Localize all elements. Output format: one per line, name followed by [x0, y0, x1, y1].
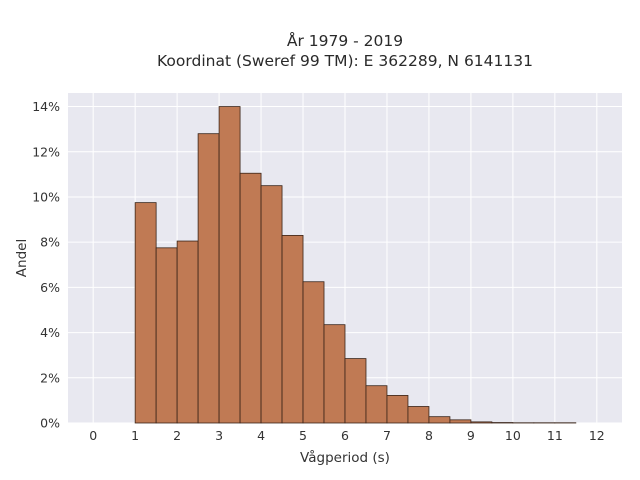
chart-title-line-1: År 1979 - 2019 — [287, 31, 403, 50]
histogram-bar — [260, 185, 283, 424]
x-tick-label: 2 — [173, 428, 181, 443]
y-tick-label: 8% — [40, 235, 60, 250]
histogram-bar — [386, 395, 409, 424]
histogram-bar — [302, 281, 325, 424]
x-tick-label: 1 — [131, 428, 139, 443]
y-tick-label: 14% — [32, 99, 60, 114]
x-tick-labels: 0 1 2 3 4 5 6 7 8 9 10 11 12 — [89, 428, 605, 443]
histogram-bar — [407, 406, 430, 424]
histogram-bar — [470, 421, 493, 424]
x-tick-label: 5 — [299, 428, 307, 443]
y-axis-label: Andel — [14, 239, 30, 277]
x-tick-label: 4 — [257, 428, 265, 443]
y-tick-label: 6% — [40, 280, 60, 295]
y-tick-labels: 0% 2% 4% 6% 8% 10% 12% 14% — [32, 99, 60, 430]
x-axis-label: Vågperiod (s) — [300, 449, 390, 466]
histogram-bar — [323, 324, 346, 424]
x-tick-label: 3 — [215, 428, 223, 443]
x-tick-label: 6 — [341, 428, 349, 443]
histogram-bar — [197, 133, 220, 424]
y-tick-label: 12% — [32, 144, 60, 159]
histogram-bar — [344, 358, 367, 424]
histogram-bar — [239, 172, 262, 424]
bars — [134, 106, 577, 424]
histogram-bar — [176, 240, 199, 424]
histogram-bar — [155, 247, 178, 424]
histogram-bar — [365, 385, 388, 424]
x-tick-label: 11 — [547, 428, 563, 443]
histogram-bar — [428, 416, 451, 424]
x-tick-label: 7 — [383, 428, 391, 443]
y-tick-label: 10% — [32, 189, 60, 204]
y-tick-label: 0% — [40, 416, 60, 431]
histogram-bar — [134, 202, 157, 424]
x-tick-label: 8 — [425, 428, 433, 443]
x-tick-label: 12 — [589, 428, 605, 443]
histogram-bar — [449, 419, 472, 424]
y-tick-label: 4% — [40, 325, 60, 340]
x-tick-label: 9 — [467, 428, 475, 443]
x-tick-label: 10 — [505, 428, 521, 443]
chart-title-line-2: Koordinat (Sweref 99 TM): E 362289, N 61… — [157, 52, 533, 70]
histogram-bar — [281, 234, 304, 424]
x-tick-label: 0 — [89, 428, 97, 443]
histogram-bar — [218, 106, 241, 424]
y-tick-label: 2% — [40, 370, 60, 385]
